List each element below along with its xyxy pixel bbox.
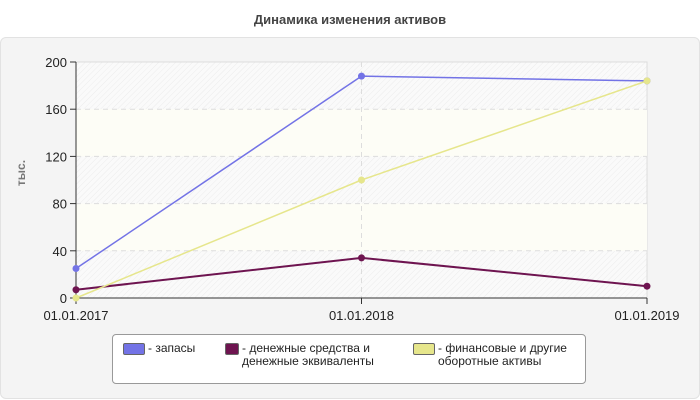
y-tick-label: 200 [45,55,67,70]
legend-label: - денежные средства и денежные эквивален… [242,341,374,368]
data-point [643,282,651,290]
data-point [358,254,365,262]
data-point [72,265,80,272]
legend-swatch [225,343,239,355]
data-point [358,72,365,80]
legend-item-cash[interactable]: - денежные средства и денежные эквивален… [225,342,385,368]
y-tick-label: 160 [45,102,67,117]
y-tick-label: 120 [45,149,67,164]
data-point [643,77,651,85]
legend-swatch [413,343,435,355]
x-tick-label: 01.01.2018 [329,308,394,323]
legend-item-financial[interactable]: - финансовые и другие оборотные активы [413,342,578,368]
legend-swatch [123,343,145,355]
y-tick-label: 0 [60,291,67,306]
data-point [72,286,80,294]
legend-label: - финансовые и другие оборотные активы [438,341,567,368]
y-tick-label: 40 [53,244,67,259]
data-point [72,294,80,302]
y-axis-label: тыс. [14,159,29,187]
data-point [358,176,365,184]
legend: - запасы - денежные средства и денежные … [112,334,586,384]
x-tick-label: 01.01.2017 [43,308,108,323]
x-tick-label: 01.01.2019 [614,308,679,323]
chart-title: Динамика изменения активов [253,12,447,27]
legend-label: - запасы [148,341,196,355]
y-tick-label: 80 [53,197,67,212]
legend-item-zapasy[interactable]: - запасы [123,342,195,355]
